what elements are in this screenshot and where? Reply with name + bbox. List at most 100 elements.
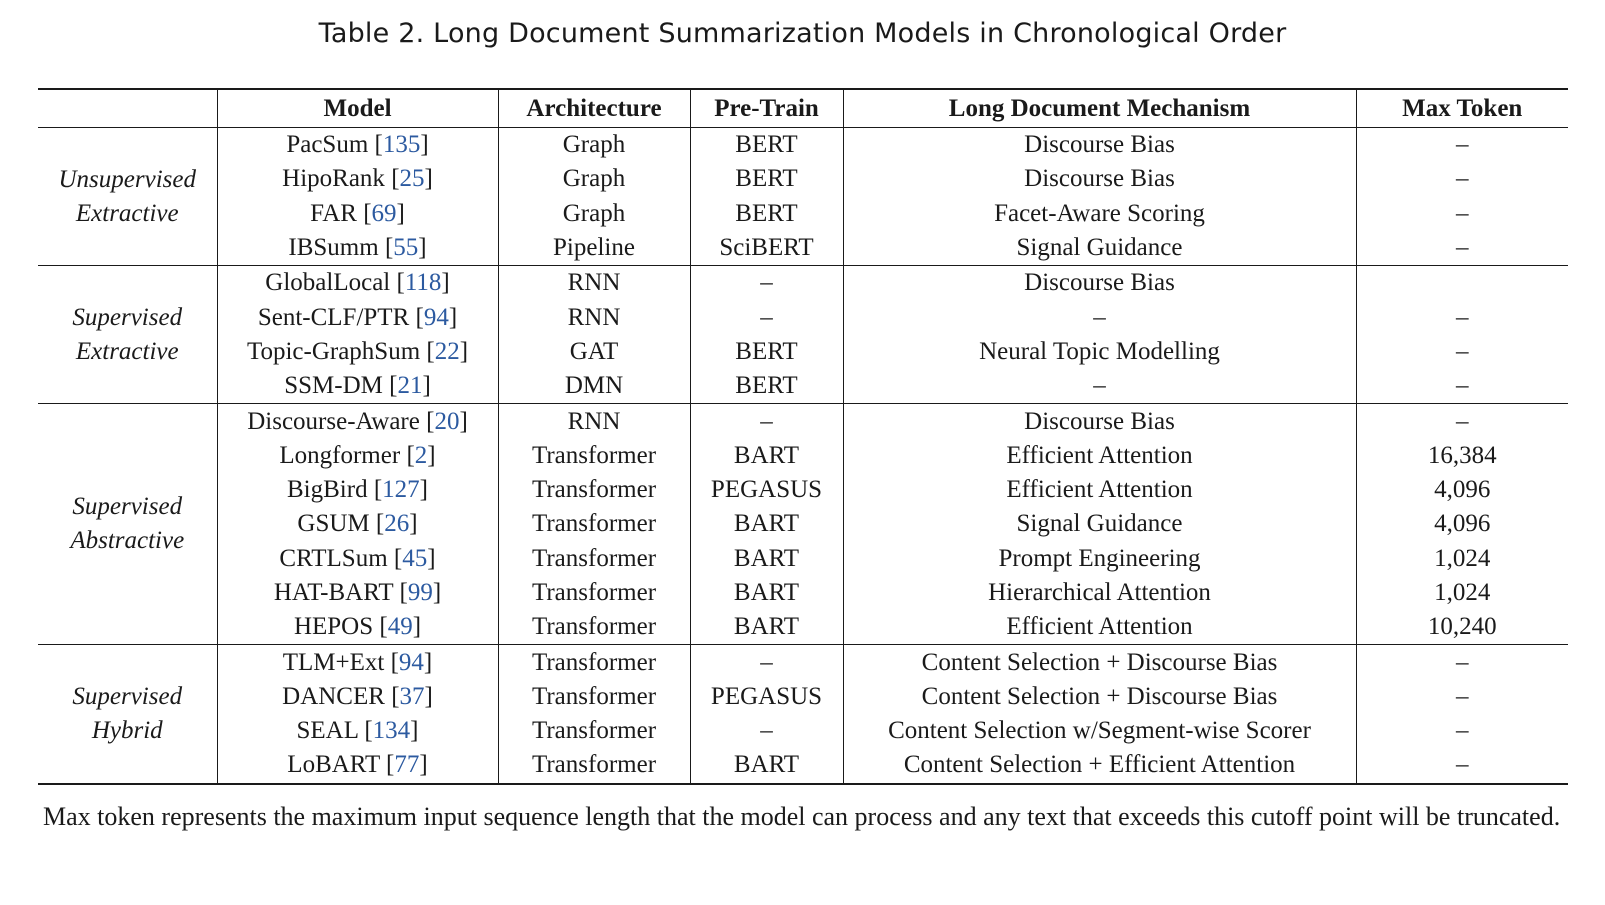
- cell-mechanism: Discourse Bias: [842, 127, 1356, 163]
- cell-model: GSUM [26]: [216, 507, 498, 542]
- cell-model: HEPOS [49]: [216, 610, 498, 645]
- cell-architecture: Transformer: [497, 714, 690, 749]
- citation-link[interactable]: 118: [404, 269, 442, 297]
- cell-pretrain: PEGASUS: [689, 679, 843, 715]
- model-name: SEAL: [296, 717, 359, 745]
- cell-max-token: –: [1355, 196, 1568, 231]
- cell-model: FAR [69]: [216, 196, 498, 231]
- cell-model: PacSum [135]: [216, 127, 498, 163]
- model-name: CRTLSum: [279, 544, 388, 572]
- cell-architecture: RNN: [497, 403, 690, 439]
- cell-architecture: Transformer: [497, 644, 690, 680]
- cell-pretrain: BART: [689, 748, 843, 785]
- cell-architecture: Transformer: [497, 507, 690, 542]
- citation-link[interactable]: 26: [384, 510, 410, 538]
- cell-max-token: –: [1355, 334, 1568, 370]
- model-name: Longformer: [279, 441, 401, 469]
- cell-mechanism: Signal Guidance: [842, 507, 1356, 542]
- model-name: GlobalLocal: [265, 269, 391, 297]
- category-line: Supervised: [72, 303, 183, 331]
- cell-mechanism: Discourse Bias: [842, 403, 1356, 439]
- citation-link[interactable]: 37: [399, 682, 425, 710]
- citation-link[interactable]: 21: [397, 372, 423, 400]
- model-name: GSUM: [297, 510, 370, 538]
- table-row: BigBird [127] Transformer PEGASUS Efficient…: [38, 472, 1568, 508]
- cell-mechanism: Prompt Engineering: [842, 541, 1356, 576]
- citation-link[interactable]: 49: [387, 613, 413, 641]
- table-row: GSUM [26] Transformer BART Signal Guidance 4…: [38, 507, 1568, 542]
- cell-max-token: –: [1355, 748, 1568, 785]
- cell-max-token: 16,384: [1355, 438, 1568, 473]
- cell-max-token: –: [1355, 369, 1568, 404]
- cell-pretrain: BART: [689, 610, 843, 645]
- cell-max-token: –: [1355, 230, 1568, 266]
- summarization-models-table: Model Architecture Pre-Train Long Docume…: [38, 88, 1568, 785]
- model-name: Discourse-Aware: [247, 407, 420, 435]
- model-name: FAR: [310, 199, 357, 227]
- model-name: BigBird: [287, 476, 368, 504]
- category-line: Extractive: [75, 199, 179, 227]
- cell-pretrain: BERT: [689, 127, 843, 163]
- citation-link[interactable]: 127: [382, 476, 420, 504]
- cell-mechanism: Discourse Bias: [842, 162, 1356, 197]
- cell-max-token: –: [1355, 403, 1568, 439]
- cell-architecture: Graph: [497, 196, 690, 231]
- cell-architecture: Transformer: [497, 575, 690, 611]
- cell-mechanism: Neural Topic Modelling: [842, 334, 1356, 370]
- cell-model: TLM+Ext [94]: [216, 644, 498, 680]
- citation-link[interactable]: 69: [371, 199, 397, 227]
- cell-model: DANCER [37]: [216, 679, 498, 715]
- cell-mechanism: Content Selection + Discourse Bias: [842, 644, 1356, 680]
- cell-pretrain: SciBERT: [689, 230, 843, 266]
- cell-category: Supervised Extractive: [38, 265, 217, 404]
- cell-model: SEAL [134]: [216, 714, 498, 749]
- table-row: HipoRank [25] Graph BERT Discourse Bias –: [38, 162, 1568, 197]
- citation-link[interactable]: 135: [382, 131, 421, 159]
- cell-architecture: Graph: [497, 162, 690, 197]
- cell-max-token: –: [1355, 714, 1568, 749]
- category-line: Supervised: [72, 683, 183, 711]
- cell-mechanism: Efficient Attention: [842, 610, 1356, 645]
- citation-link[interactable]: 94: [423, 303, 449, 331]
- table-row: Supervised Abstractive Discourse-Aware [20…: [38, 403, 1568, 645]
- citation-link[interactable]: 55: [393, 234, 419, 262]
- citation-link[interactable]: 99: [407, 579, 433, 606]
- cell-pretrain: BERT: [689, 334, 843, 370]
- citation-link[interactable]: 94: [398, 648, 424, 676]
- cell-mechanism: Content Selection w/Segment-wise Scorer: [842, 714, 1356, 749]
- citation-link[interactable]: 20: [434, 407, 460, 435]
- model-name: LoBART: [287, 751, 380, 779]
- cell-pretrain: BART: [689, 575, 843, 611]
- cell-category: Unsupervised Extractive: [38, 128, 217, 266]
- cell-model: Sent-CLF/PTR [94]: [216, 300, 498, 335]
- cell-architecture: DMN: [497, 369, 690, 404]
- cell-mechanism: –: [842, 300, 1356, 335]
- cell-pretrain: –: [689, 714, 843, 749]
- cell-model: IBSumm [55]: [216, 230, 498, 266]
- model-name: DANCER: [282, 682, 385, 710]
- cell-architecture: Pipeline: [497, 230, 690, 266]
- citation-link[interactable]: 25: [399, 165, 425, 193]
- cell-mechanism: –: [842, 369, 1356, 404]
- cell-category: Supervised Hybrid: [38, 644, 217, 785]
- cell-category: Supervised Abstractive: [38, 403, 217, 645]
- cell-pretrain: BERT: [689, 196, 843, 231]
- citation-link[interactable]: 77: [394, 751, 420, 779]
- cell-mechanism: Content Selection + Discourse Bias: [842, 679, 1356, 715]
- citation-link[interactable]: 45: [402, 544, 428, 572]
- header-mechanism: Long Document Mechanism: [842, 88, 1356, 128]
- cell-pretrain: BERT: [689, 369, 843, 404]
- header-model: Model: [216, 88, 498, 128]
- citation-link[interactable]: 134: [372, 717, 411, 745]
- cell-pretrain: BERT: [689, 162, 843, 197]
- cell-mechanism: Facet-Aware Scoring: [842, 196, 1356, 231]
- category-line: Extractive: [75, 337, 179, 365]
- model-name: TLM+Ext: [282, 648, 385, 676]
- cell-max-token: –: [1355, 162, 1568, 197]
- citation-link[interactable]: 22: [434, 337, 460, 365]
- cell-pretrain: –: [689, 644, 843, 680]
- cell-max-token: 1,024: [1355, 541, 1568, 576]
- cell-max-token: 10,240: [1355, 610, 1568, 645]
- citation-link[interactable]: 2: [414, 441, 428, 469]
- cell-architecture: RNN: [497, 300, 690, 335]
